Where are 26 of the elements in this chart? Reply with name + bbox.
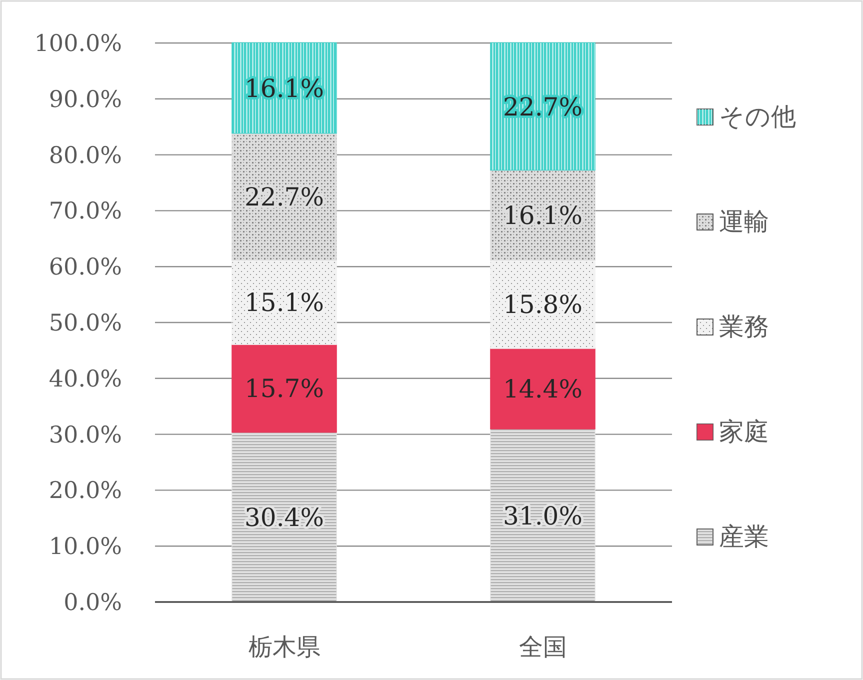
text: 業務 (719, 312, 769, 341)
y-tick-label: 50.0% (48, 310, 122, 336)
data-label: 14.4% (503, 374, 582, 404)
y-tick-label: 70.0% (48, 198, 122, 225)
data-label: 15.8% (503, 290, 582, 320)
y-tick-label: 0.0% (64, 590, 122, 616)
data-label: 15.7% (244, 374, 324, 404)
y-tick-label: 100.0% (34, 31, 122, 57)
legend-label: その他 (719, 102, 796, 131)
y-tick-label: 80.0% (48, 142, 122, 169)
legend-label: 家庭 (719, 417, 769, 446)
y-tick-label: 40.0% (48, 366, 122, 392)
data-label: 15.1% (244, 288, 324, 318)
y-tick-label: 60.0% (48, 254, 122, 281)
y-tick-label: 30.0% (48, 422, 122, 448)
data-label: 30.4% (244, 503, 324, 532)
x-tick-label: 全国 (518, 633, 567, 661)
legend-label: 運輸 (719, 207, 769, 236)
legend-label: 産業 (719, 522, 769, 551)
data-label: 22.7% (244, 182, 324, 212)
y-tick-label: 90.0% (48, 86, 122, 113)
y-tick-label: 10.0% (48, 534, 122, 560)
x-tick-label: 栃木県 (248, 633, 320, 661)
data-label: 31.0% (503, 501, 582, 530)
y-tick-label: 20.0% (48, 478, 122, 504)
data-label: 16.1% (503, 200, 582, 230)
